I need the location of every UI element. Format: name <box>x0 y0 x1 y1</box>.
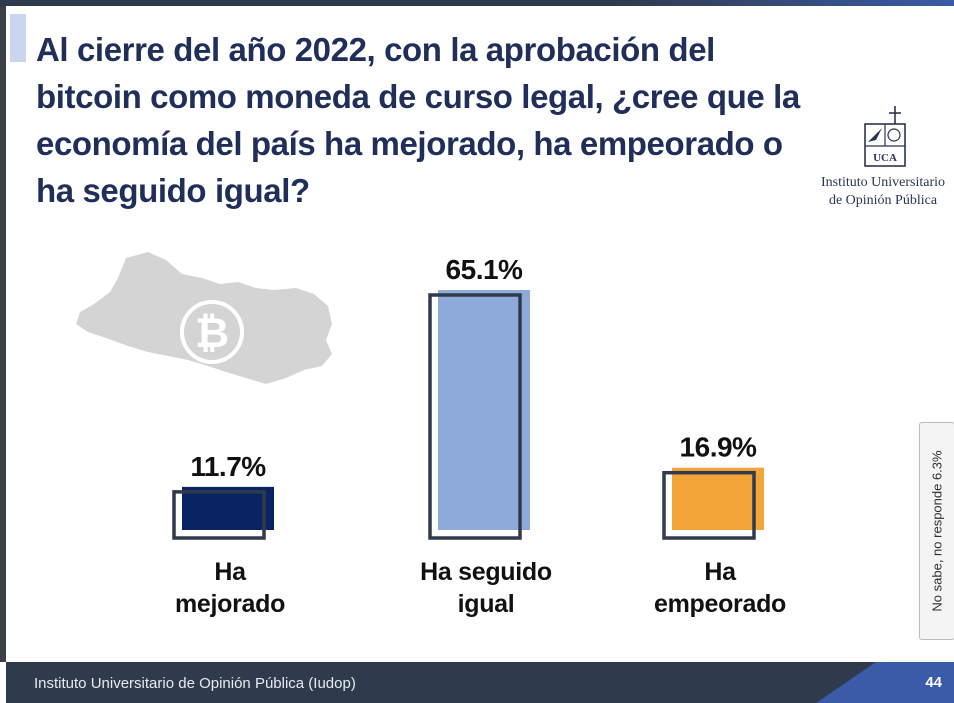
category-label-ha-empeorado-line2: empeorado <box>654 590 786 618</box>
category-label-ha-mejorado-line1: Ha <box>214 558 247 586</box>
title-marker <box>10 14 26 62</box>
bar-ha-seguido-igual <box>438 290 530 530</box>
footer-source: Instituto Universitario de Opinión Públi… <box>34 675 356 692</box>
logo-caption-line1: Instituto Universitario <box>820 175 946 190</box>
slide-title: Al cierre del año 2022, con la aprobació… <box>36 31 800 209</box>
category-label-ha-mejorado-line2: mejorado <box>175 590 285 618</box>
category-label-ha-empeorado-line1: Ha <box>704 558 737 586</box>
no-response-note-text: No sabe, no responde 6.3% <box>929 450 945 612</box>
footer: Instituto Universitario de Opinión Públi… <box>6 662 954 703</box>
logo-caption-line2: de Opinión Pública <box>828 193 938 208</box>
top-strip-accent <box>614 0 954 6</box>
value-label-ha-empeorado: 16.9% <box>680 432 757 463</box>
el-salvador-silhouette <box>76 252 332 384</box>
category-label-ha-seguido-igual-line1: Ha seguido <box>420 558 552 586</box>
no-response-note: No sabe, no responde 6.3% <box>919 422 954 640</box>
value-label-ha-seguido-igual: 65.1% <box>446 254 523 285</box>
page-number: 44 <box>925 674 942 691</box>
uca-logo-mark: UCA <box>864 106 906 167</box>
bar-outline-ha-mejorado <box>172 490 266 540</box>
bar-ha-mejorado <box>182 486 274 530</box>
iudop-logo: UCA Instituto Universitario de Opinión P… <box>812 104 954 214</box>
footer-accent-wedge <box>816 662 876 703</box>
uca-logo-letters: UCA <box>873 152 897 164</box>
bar-outline-ha-seguido-igual <box>428 293 522 540</box>
top-strip <box>0 0 954 6</box>
el-salvador-map: ₿ <box>76 252 332 384</box>
value-label-ha-mejorado: 11.7% <box>190 451 266 482</box>
left-rail <box>0 6 6 662</box>
category-label-ha-seguido-igual-line2: igual <box>458 590 515 618</box>
footer-accent-block <box>876 662 954 703</box>
bitcoin-icon: ₿ <box>180 300 244 364</box>
bar-ha-empeorado <box>672 467 764 530</box>
bar-outline-ha-empeorado <box>662 470 756 540</box>
svg-text:₿: ₿ <box>195 309 229 356</box>
logo-caption: Instituto Universitario de Opinión Públi… <box>812 174 954 210</box>
